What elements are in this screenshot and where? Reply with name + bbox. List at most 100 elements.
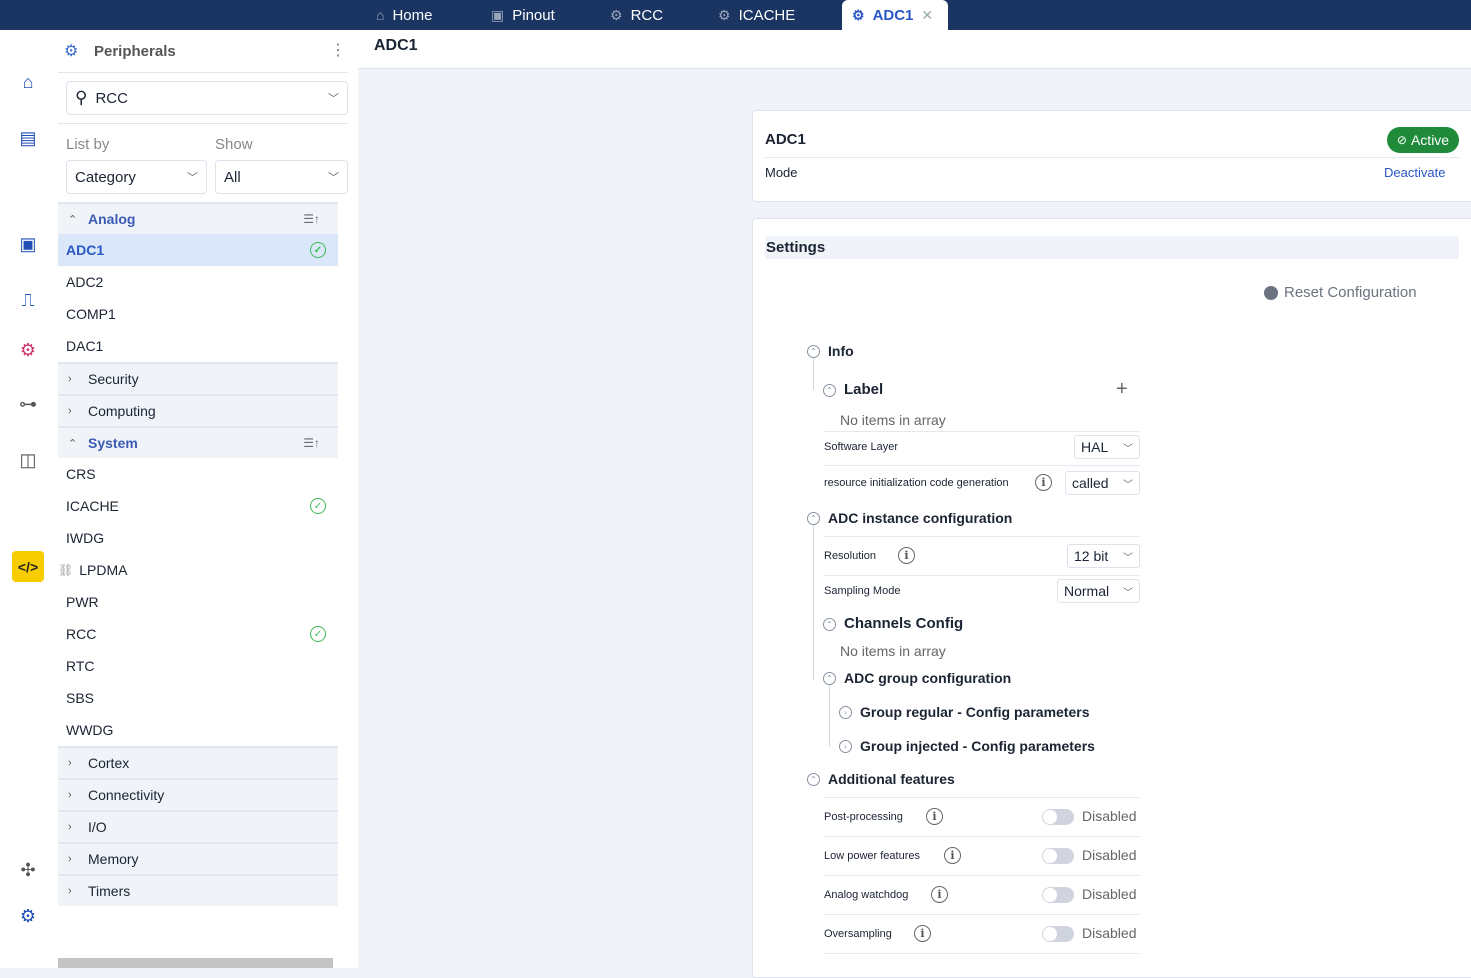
collapse-icon[interactable]: ⌃ (807, 773, 820, 786)
empty-array-text: No items in array (840, 412, 946, 428)
peripherals-icon[interactable]: ⚙ (19, 339, 37, 360)
list-item[interactable]: WWDG (58, 714, 338, 746)
resource-init-select[interactable]: called ﹀ (1065, 471, 1140, 495)
collapse-icon[interactable]: ⌃ (823, 384, 836, 397)
info-icon[interactable]: i (898, 547, 915, 564)
row-label: LPDMA (79, 562, 128, 578)
list-item[interactable]: RTC (58, 650, 338, 682)
tab-rcc[interactable]: ⚙ RCC (610, 0, 663, 30)
code-icon[interactable]: </> (12, 551, 44, 582)
info-icon[interactable]: i (931, 886, 948, 903)
feature-toggle[interactable] (1042, 809, 1074, 825)
list-item[interactable]: CRS (58, 458, 338, 490)
section-group-regular[interactable]: Group regular - Config parameters (860, 704, 1090, 720)
info-icon[interactable]: i (926, 808, 943, 825)
category-io[interactable]: › I/O (58, 810, 338, 842)
info-icon[interactable]: i (944, 847, 961, 864)
software-layer-select[interactable]: HAL ﹀ (1074, 435, 1140, 459)
resolution-select[interactable]: 12 bit ﹀ (1067, 544, 1140, 568)
section-additional-features[interactable]: Additional features (828, 771, 955, 787)
list-item[interactable]: ICACHE ✓ (58, 490, 338, 522)
section-label[interactable]: Label (844, 381, 884, 398)
pinout-icon[interactable]: ▣ (19, 233, 37, 254)
home-icon[interactable]: ⌂ (22, 71, 34, 92)
list-item[interactable]: IWDG (58, 522, 338, 554)
peripherals-icon: ⚙ (852, 6, 865, 23)
close-tab-icon[interactable]: ✕ (921, 6, 934, 23)
category-system[interactable]: ⌃ System ☰↑ (58, 426, 338, 458)
section-info[interactable]: Info (828, 343, 854, 359)
clock-signal-icon[interactable]: ⎍ (21, 289, 35, 310)
section-channels-config[interactable]: Channels Config (844, 615, 964, 632)
board-icon[interactable]: ◫ (19, 449, 37, 470)
tab-label: ICACHE (738, 6, 796, 24)
feature-toggle[interactable] (1042, 926, 1074, 942)
settings-gear-icon[interactable]: ⚙ (19, 905, 37, 926)
list-item[interactable]: SBS (58, 682, 338, 714)
row-label: COMP1 (66, 306, 116, 322)
category-memory[interactable]: › Memory (58, 842, 338, 874)
chevron-right-icon: › (68, 789, 72, 801)
feature-toggle[interactable] (1042, 848, 1074, 864)
feature-status: Disabled (1082, 847, 1137, 863)
deactivate-link[interactable]: Deactivate (1384, 165, 1446, 180)
row-label: Timers (88, 883, 131, 899)
tree-line (813, 358, 814, 390)
row-label: RCC (66, 626, 97, 642)
project-settings-icon[interactable]: ▤ (19, 127, 37, 148)
collapse-icon[interactable]: ⌃ (807, 345, 820, 358)
divider (824, 797, 1140, 798)
add-item-icon[interactable]: + (1116, 378, 1128, 400)
middleware-icon[interactable]: ⊶ (19, 393, 37, 414)
tab-pinout[interactable]: ▣ Pinout (491, 0, 555, 30)
list-item[interactable]: PWR (58, 586, 338, 618)
horizontal-scrollbar[interactable] (58, 958, 333, 968)
feature-toggle[interactable] (1042, 887, 1074, 903)
list-item[interactable]: RCC ✓ (58, 618, 338, 650)
reset-configuration-button[interactable]: Reset Configuration (1284, 284, 1417, 301)
tree-line (829, 685, 830, 747)
category-computing[interactable]: › Computing (58, 394, 338, 426)
extensions-icon[interactable]: ✣ (20, 859, 36, 880)
resolution-label: Resolution (824, 550, 876, 562)
category-security[interactable]: › Security (58, 362, 338, 394)
expand-icon[interactable]: › (839, 706, 852, 719)
section-adc-instance[interactable]: ADC instance configuration (828, 510, 1013, 526)
page-title: ADC1 (374, 37, 418, 54)
section-group-injected[interactable]: Group injected - Config parameters (860, 738, 1095, 754)
chevron-down-icon: ﹀ (1123, 587, 1133, 599)
category-cortex[interactable]: › Cortex (58, 746, 338, 778)
collapse-icon[interactable]: ⌃ (823, 672, 836, 685)
more-options-icon[interactable]: ⋮ (330, 42, 346, 59)
sampling-mode-select[interactable]: Normal ﹀ (1057, 579, 1140, 603)
category-connectivity[interactable]: › Connectivity (58, 778, 338, 810)
category-analog[interactable]: ⌃ Analog ☰↑ (58, 202, 338, 234)
category-timers[interactable]: › Timers (58, 874, 338, 906)
icon-rail: ⌂ ▤ ▣ ⎍ ⚙ ⊶ ◫ </> ✣ ⚙ (0, 30, 48, 968)
show-select[interactable]: All ﹀ (215, 160, 348, 194)
row-label: PWR (66, 594, 99, 610)
collapse-icon[interactable]: ⌃ (823, 618, 836, 631)
list-by-select[interactable]: Category ﹀ (66, 160, 207, 194)
info-icon[interactable]: i (1035, 474, 1052, 491)
tab-label: Home (392, 6, 433, 24)
tab-icache[interactable]: ⚙ ICACHE (718, 0, 795, 30)
reset-icon[interactable] (1264, 286, 1278, 300)
expand-icon[interactable]: › (839, 740, 852, 753)
list-item[interactable]: ⛓ LPDMA (58, 554, 338, 586)
info-icon[interactable]: i (914, 925, 931, 942)
list-item[interactable]: DAC1 (58, 330, 338, 362)
tab-adc1[interactable]: ⚙ ADC1 ✕ (842, 0, 948, 30)
collapse-icon[interactable]: ⌃ (807, 512, 820, 525)
peripherals-icon: ⚙ (718, 6, 731, 23)
row-label: SBS (66, 690, 95, 706)
list-item[interactable]: ADC2 (58, 266, 338, 298)
sort-icon[interactable]: ☰↑ (303, 212, 320, 226)
tab-home[interactable]: ⌂ Home (376, 0, 432, 30)
sort-icon[interactable]: ☰↑ (303, 436, 320, 450)
search-input[interactable]: ⚲ RCC ﹀ (66, 81, 348, 115)
row-label: DAC1 (66, 338, 104, 354)
list-item[interactable]: ADC1 ✓ (58, 234, 338, 266)
section-adc-group[interactable]: ADC group configuration (844, 670, 1012, 686)
list-item[interactable]: COMP1 (58, 298, 338, 330)
